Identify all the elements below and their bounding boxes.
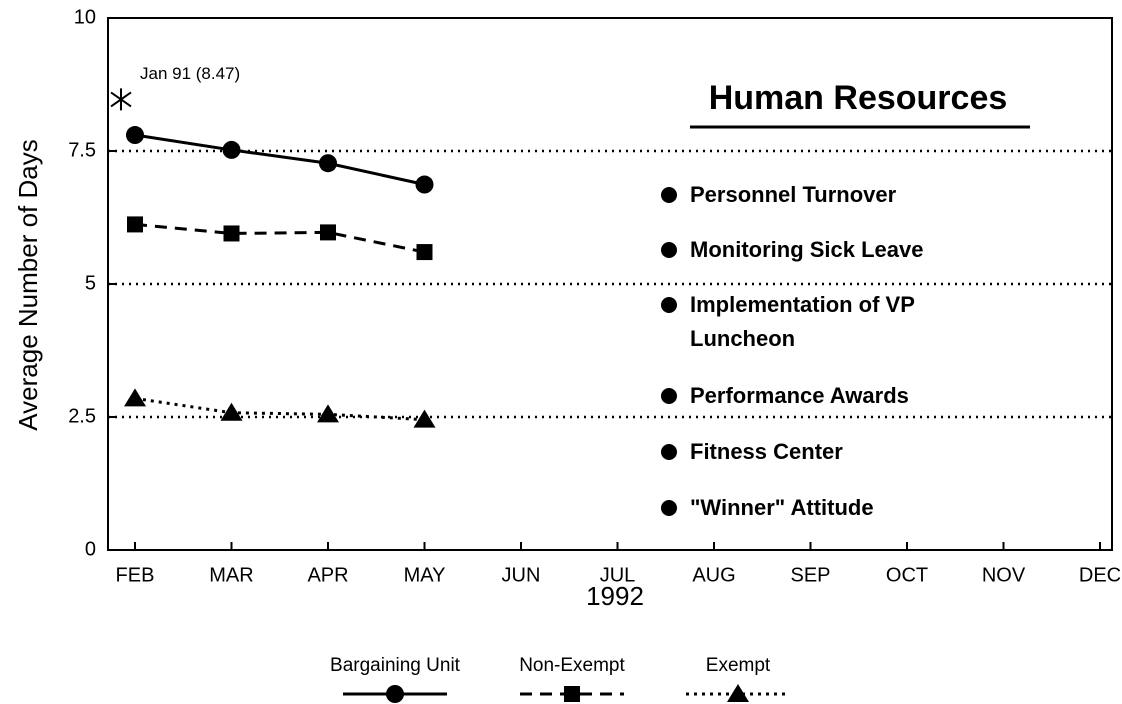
panel-item: Personnel Turnover — [690, 182, 897, 207]
bullet — [661, 242, 677, 258]
x-tick-label: DEC — [1079, 564, 1121, 586]
x-tick-label: FEB — [116, 564, 155, 586]
legend-label: Exempt — [706, 655, 771, 676]
marker — [124, 388, 146, 407]
bullet — [661, 500, 677, 516]
legend-label: Non-Exempt — [519, 655, 625, 676]
panel-item: Fitness Center — [690, 439, 843, 464]
marker — [126, 126, 144, 145]
bullet — [661, 388, 677, 404]
marker — [319, 154, 337, 173]
y-axis-label: Average Number of Days — [13, 139, 43, 430]
x-tick-label: MAY — [404, 564, 446, 586]
y-tick-label: 5 — [85, 272, 96, 294]
marker — [320, 224, 336, 241]
marker — [727, 684, 749, 702]
marker — [223, 225, 240, 242]
legend-label: Bargaining Unit — [330, 655, 461, 676]
x-tick-label: AUG — [692, 564, 735, 586]
y-tick-label: 7.5 — [68, 139, 96, 161]
annotation-text: Jan 91 (8.47) — [140, 64, 240, 83]
y-tick-label: 2.5 — [68, 405, 96, 427]
annotation-star — [110, 91, 132, 108]
marker — [317, 404, 339, 423]
y-tick-label: 10 — [74, 6, 96, 28]
x-tick-label: NOV — [982, 564, 1026, 586]
marker — [415, 175, 434, 194]
series-line — [134, 222, 425, 254]
y-tick-label: 0 — [85, 538, 96, 560]
marker — [222, 140, 241, 159]
marker — [220, 402, 243, 421]
marker — [413, 409, 436, 428]
x-tick-label: MAR — [209, 564, 253, 586]
bullet — [661, 187, 677, 203]
panel-item: Performance Awards — [690, 383, 909, 408]
x-tick-label: OCT — [886, 564, 928, 586]
series-line — [134, 396, 425, 422]
x-tick-label: APR — [307, 564, 348, 586]
panel-item: "Winner" Attitude — [690, 495, 874, 520]
x-tick-label: JUL — [600, 564, 636, 586]
bullet — [661, 297, 677, 313]
panel-heading: Human Resources — [709, 79, 1008, 117]
series-line — [134, 133, 425, 186]
marker — [386, 685, 404, 703]
x-axis-label: 1992 — [586, 581, 644, 611]
marker — [416, 244, 433, 261]
marker — [564, 686, 580, 702]
x-tick-label: JUN — [502, 564, 541, 586]
marker — [127, 216, 143, 233]
x-tick-label: SEP — [790, 564, 830, 586]
panel-item: Monitoring Sick Leave — [690, 237, 924, 262]
bullet — [661, 444, 677, 460]
panel-item: Implementation of VP Luncheon — [690, 292, 915, 351]
